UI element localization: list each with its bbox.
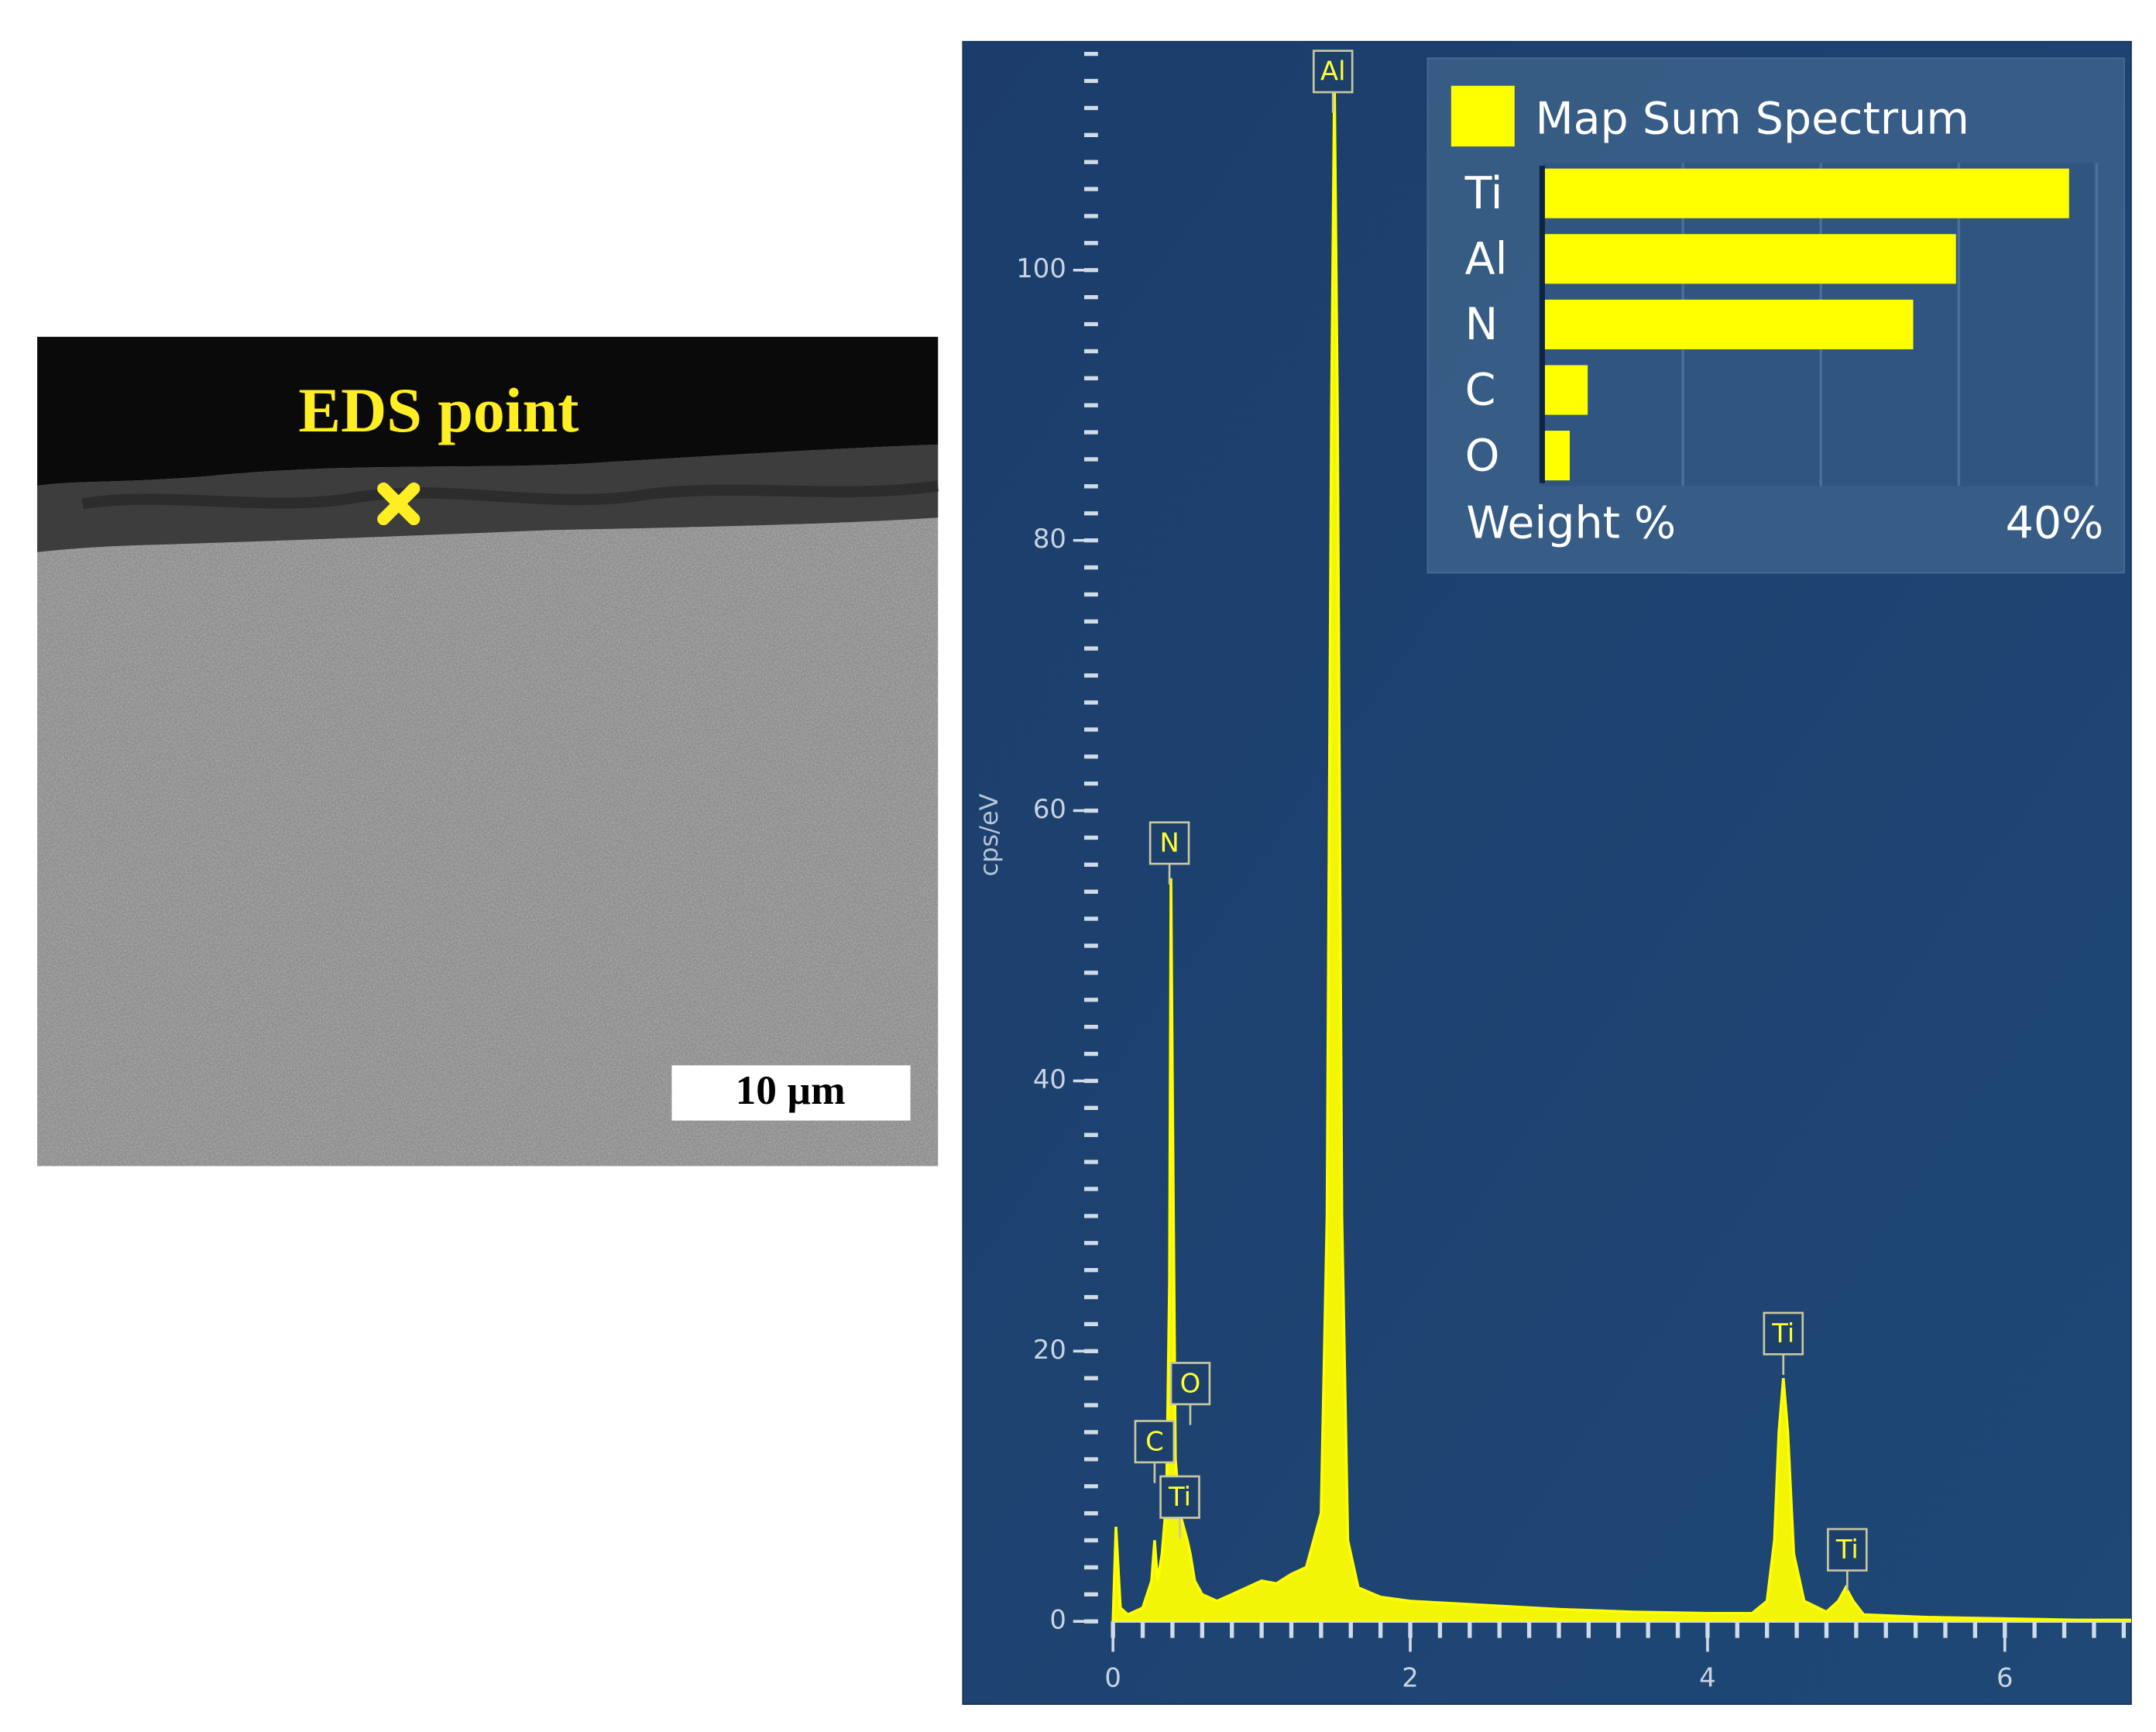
y-tick-label: 80 xyxy=(1033,524,1066,554)
x-tick-label: 6 xyxy=(1996,1663,2014,1693)
scale-bar-label: 10 µm xyxy=(736,1067,846,1113)
peak-label-box xyxy=(1763,1311,1804,1356)
category-label: N xyxy=(1465,299,1499,350)
x-tick-label: 0 xyxy=(1104,1663,1121,1693)
bar xyxy=(1544,234,1956,284)
bar xyxy=(1544,365,1588,415)
category-label: Ti xyxy=(1464,168,1503,219)
peak-label: O xyxy=(1180,1368,1201,1398)
peak-label: Ti xyxy=(1771,1318,1794,1349)
peak-label: Ti xyxy=(1168,1482,1191,1512)
bar xyxy=(1544,168,2069,218)
dark-region xyxy=(37,336,939,486)
y-tick-label: 0 xyxy=(1049,1605,1066,1635)
layer-texture xyxy=(81,480,939,510)
peak-label-box xyxy=(1159,1475,1200,1519)
x-tick-label: 4 xyxy=(1699,1663,1716,1693)
y-tick-label: 100 xyxy=(1016,253,1066,284)
sem-image: 10 µm EDS point xyxy=(37,336,939,1167)
peak-label-box xyxy=(1134,1420,1176,1464)
bar xyxy=(1544,299,1914,349)
x-axis-label: Weight % xyxy=(1466,498,1676,549)
scale-bar-box xyxy=(671,1065,911,1121)
category-label: O xyxy=(1465,430,1500,481)
y-tick-label: 40 xyxy=(1033,1064,1066,1095)
category-label: C xyxy=(1465,365,1496,416)
legend-label: Map Sum Spectrum xyxy=(1535,94,1969,145)
peak-label: Al xyxy=(1320,57,1346,87)
y-tick-label: 60 xyxy=(1033,794,1066,824)
x-tick-label: 40% xyxy=(2006,498,2104,549)
eds-point-label: EDS point xyxy=(298,375,578,445)
peak-label-box xyxy=(1148,821,1190,865)
eds-point-marker xyxy=(377,482,421,526)
peak-label-box xyxy=(1827,1528,1868,1572)
peak-label-box xyxy=(1312,50,1354,94)
x-tick-label: 2 xyxy=(1402,1663,1419,1693)
peak-label: C xyxy=(1145,1426,1164,1456)
bar xyxy=(1544,431,1570,481)
legend-swatch xyxy=(1450,85,1515,147)
peak-label: Ti xyxy=(1835,1534,1859,1565)
y-axis-label: cps/eV xyxy=(974,793,1004,876)
peak-label-box xyxy=(1169,1362,1211,1406)
category-label: Al xyxy=(1465,233,1508,284)
peak-label: N xyxy=(1159,828,1179,858)
y-tick-label: 20 xyxy=(1033,1335,1066,1365)
inset-chart: Map Sum Spectrum Ti Al NCO Weight % 40% xyxy=(1450,85,2104,549)
